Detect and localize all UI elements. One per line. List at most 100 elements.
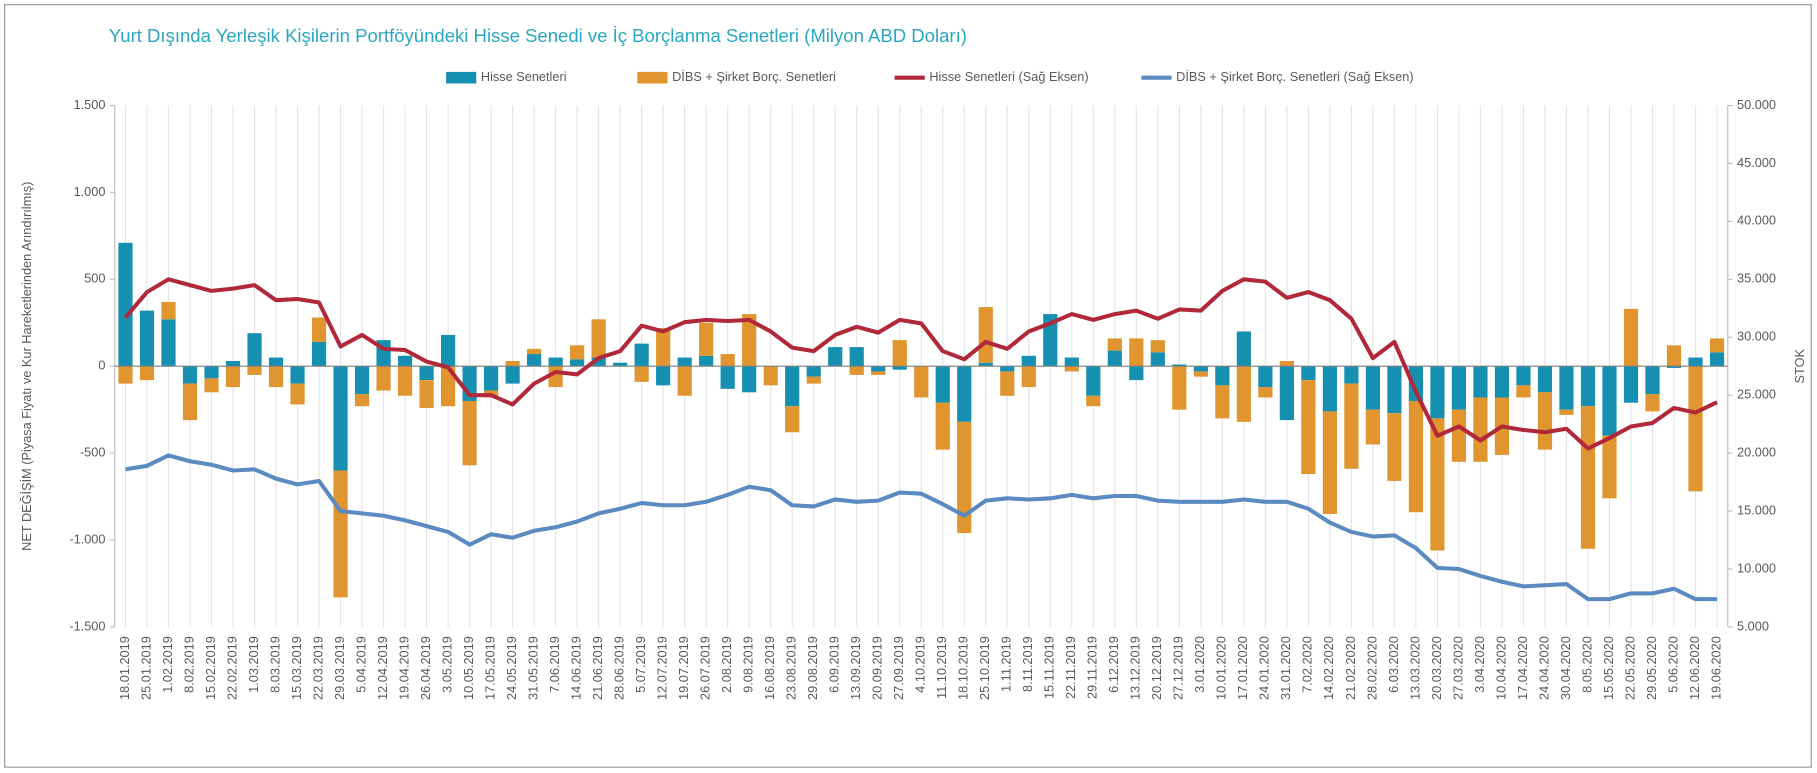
bar (1279, 366, 1294, 421)
bar (1688, 366, 1703, 492)
x-tick-label: 23.08.2019 (784, 636, 799, 700)
bar (1580, 366, 1596, 407)
line (125, 453, 1718, 602)
bar (1430, 418, 1445, 551)
bar (1387, 413, 1402, 481)
bar (290, 366, 305, 384)
bar (806, 376, 821, 384)
x-tick-label: 17.05.2019 (482, 636, 497, 700)
x-tick-label: 17.04.2020 (1515, 636, 1530, 700)
x-tick-label: 3.04.2020 (1472, 636, 1487, 693)
legend-swatch (446, 71, 477, 84)
bar (1301, 366, 1316, 381)
x-tick-label: 31.01.2020 (1278, 636, 1293, 700)
chart-border (4, 4, 1812, 768)
bar (1451, 366, 1467, 410)
y-tick-label: 500 (84, 271, 105, 286)
x-tick-label: 10.01.2020 (1214, 636, 1229, 700)
bar (225, 366, 241, 388)
bar (1602, 435, 1617, 499)
bar (806, 366, 821, 377)
bar (613, 362, 628, 367)
bar (1064, 366, 1079, 372)
bar (161, 301, 176, 320)
bar (527, 348, 542, 355)
x-tick-label: 9.08.2019 (741, 636, 756, 693)
bar (1344, 366, 1359, 384)
bar (634, 343, 649, 367)
bar (634, 366, 649, 382)
y2-tick-label: 25.000 (1737, 387, 1776, 402)
y-tick-label: 0 (98, 358, 105, 373)
x-tick-label: 27.03.2020 (1450, 636, 1465, 700)
chart-title: Yurt Dışında Yerleşik Kişilerin Portföyü… (109, 25, 967, 46)
bar (1301, 380, 1316, 474)
bar (1086, 395, 1101, 407)
bar (935, 366, 950, 403)
bar (742, 366, 757, 393)
x-tick-label: 22.03.2019 (310, 636, 325, 700)
x-tick-label: 4.10.2019 (913, 636, 928, 693)
bar (1107, 350, 1122, 367)
bar (1387, 366, 1402, 414)
bar (1021, 355, 1036, 367)
bar (1021, 366, 1036, 388)
bar (1236, 366, 1251, 422)
bar (247, 333, 262, 367)
bar (139, 366, 155, 381)
bar (914, 366, 929, 398)
x-tick-label: 10.05.2019 (461, 636, 476, 700)
bar (505, 366, 520, 384)
bar (892, 340, 907, 367)
x-tick-label: 11.10.2019 (934, 636, 949, 699)
bar (376, 366, 391, 391)
x-tick-label: 18.01.2019 (117, 636, 132, 700)
bar (1666, 366, 1682, 368)
x-tick-label: 26.07.2019 (698, 636, 713, 700)
bar (1666, 345, 1682, 367)
x-tick-label: 29.08.2019 (805, 636, 820, 700)
bar (161, 319, 176, 367)
x-tick-label: 29.03.2019 (332, 636, 347, 700)
bar (1473, 397, 1488, 462)
x-tick-label: 6.03.2020 (1386, 636, 1401, 693)
x-tick-label: 26.04.2019 (418, 636, 433, 700)
bar (268, 357, 284, 367)
legend-label: DİBS + Şirket Borç. Senetleri (672, 69, 836, 84)
bar (742, 314, 757, 367)
bar (656, 366, 671, 386)
legend-label: Hisse Senetleri (481, 69, 567, 84)
y2-tick-label: 15.000 (1737, 502, 1776, 517)
x-tick-label: 13.12.2019 (1128, 636, 1143, 700)
bar (1623, 308, 1639, 367)
bar (527, 354, 542, 367)
x-tick-label: 2.08.2019 (719, 636, 734, 693)
y2-tick-label: 20.000 (1737, 444, 1776, 459)
bar (440, 334, 456, 367)
bar (1000, 366, 1015, 372)
bar (1150, 340, 1165, 353)
x-tick-label: 5.04.2019 (353, 636, 368, 693)
x-tick-label: 7.06.2019 (547, 636, 562, 693)
y2-tick-label: 30.000 (1737, 329, 1776, 344)
bar (1107, 338, 1122, 351)
x-tick-label: 15.05.2020 (1601, 636, 1616, 700)
legend-label: Hisse Senetleri (Sağ Eksen) (929, 69, 1088, 84)
x-tick-label: 20.03.2020 (1429, 636, 1444, 700)
line (123, 277, 1718, 451)
bar (1473, 366, 1488, 398)
bar (1602, 366, 1617, 436)
bar (978, 362, 993, 367)
bar (1645, 394, 1660, 412)
bar (333, 470, 348, 598)
bar (182, 366, 198, 384)
bar (1172, 366, 1187, 410)
bar (1408, 400, 1424, 513)
x-tick-label: 6.12.2019 (1106, 636, 1121, 693)
bar (871, 371, 886, 375)
bar (570, 345, 585, 360)
bar (1537, 392, 1553, 450)
y-axis-title: NET DEĞİŞİM (Piyasa Fiyatı ve Kur Hareke… (19, 182, 34, 551)
x-tick-label: 25.01.2019 (138, 636, 153, 700)
